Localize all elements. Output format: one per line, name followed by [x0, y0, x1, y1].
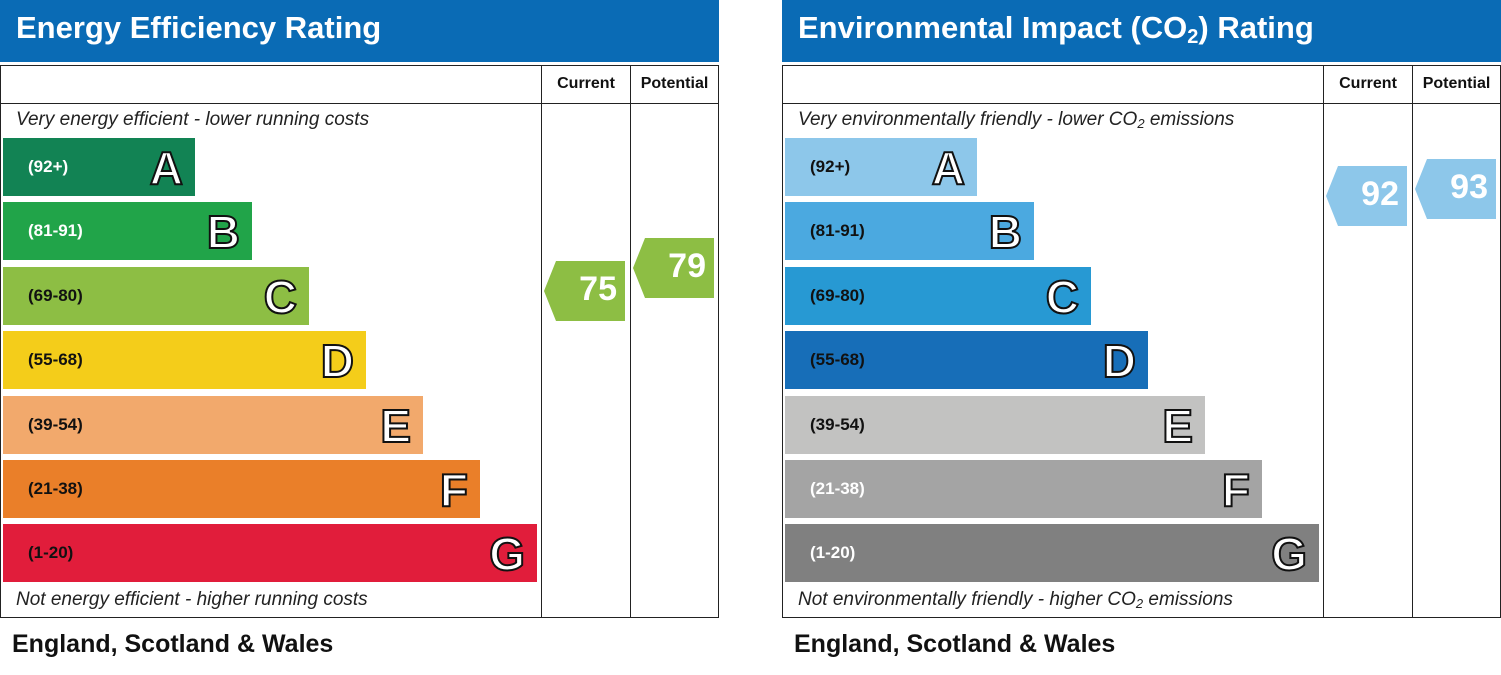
- current-rating-arrow-value: 92: [1361, 175, 1399, 213]
- band-letter: F: [439, 463, 469, 517]
- band-letter: B: [206, 205, 241, 259]
- current-rating-arrow: 75: [544, 260, 625, 321]
- band-letter: A: [931, 141, 966, 195]
- band-letter: D: [320, 334, 355, 388]
- bottom-caption: Not environmentally friendly - higher CO…: [798, 589, 1233, 611]
- band-range-label: (21-38): [810, 479, 865, 498]
- current-rating-arrow-value: 75: [579, 269, 617, 308]
- band-f: (21-38) F: [3, 460, 480, 518]
- band-d: (55-68) D: [785, 331, 1148, 390]
- rating-frame: Current Potential Very energy efficient …: [0, 65, 719, 618]
- potential-rating-arrow-shape: [1415, 159, 1496, 219]
- band-d: (55-68) D: [3, 331, 366, 390]
- current-column-header: Current: [1339, 75, 1397, 92]
- band-b: (81-91) B: [785, 202, 1034, 261]
- band-range-label: (92+): [810, 157, 851, 176]
- header-divider: [1, 103, 718, 104]
- band-range-label: (55-68): [810, 350, 865, 370]
- band-letter: F: [1221, 463, 1251, 517]
- title-bar: Environmental Impact (CO2) Rating: [782, 0, 1501, 62]
- region-label: England, Scotland & Wales: [794, 630, 1116, 658]
- column-divider: [630, 66, 631, 617]
- potential-rating-arrow: 79: [633, 237, 714, 298]
- band-letter: A: [149, 141, 184, 195]
- potential-rating-arrow-shape: [633, 237, 714, 298]
- band-range-label: (39-54): [810, 414, 865, 434]
- column-divider: [1323, 66, 1324, 617]
- header-divider: [783, 103, 1500, 104]
- potential-rating-arrow-value: 93: [1450, 168, 1488, 206]
- region-box: England, Scotland & Wales: [782, 618, 1292, 675]
- current-rating-arrow-polygon: [1326, 166, 1407, 226]
- band-f: (21-38) F: [785, 460, 1262, 518]
- environmental-impact-panel: Environmental Impact (CO2) Rating Curren…: [782, 0, 1501, 675]
- region-box: England, Scotland & Wales: [0, 618, 510, 675]
- column-divider: [541, 66, 542, 617]
- potential-rating-arrow: 93: [1415, 159, 1496, 219]
- band-g: (1-20) G: [785, 524, 1319, 583]
- current-rating-arrow-shape: [544, 260, 625, 321]
- energy-efficiency-panel: Energy Efficiency Rating Current Potenti…: [0, 0, 719, 675]
- top-caption: Very energy efficient - lower running co…: [16, 109, 370, 130]
- band-range-label: (1-20): [810, 543, 856, 563]
- potential-rating-arrow-polygon: [633, 237, 714, 298]
- chart-title: Environmental Impact (CO2) Rating: [798, 10, 1314, 48]
- band-letter: G: [488, 527, 526, 581]
- band-range-label: (92+): [28, 157, 69, 176]
- potential-column-header: Potential: [1422, 75, 1491, 92]
- band-letter: D: [1102, 334, 1137, 388]
- potential-column-header: Potential: [640, 75, 709, 92]
- band-range-label: (55-68): [28, 350, 83, 370]
- current-rating-arrow-shape: [1326, 166, 1407, 226]
- bottom-caption: Not energy efficient - higher running co…: [16, 589, 368, 610]
- band-c: (69-80) C: [3, 266, 309, 325]
- band-range-label: (39-54): [28, 414, 83, 434]
- band-letter: B: [988, 205, 1023, 259]
- band-e: (39-54) E: [785, 395, 1205, 454]
- band-e: (39-54) E: [3, 395, 423, 454]
- band-letter: C: [263, 270, 298, 324]
- band-a: (92+) A: [3, 138, 195, 196]
- band-letter: E: [379, 399, 412, 453]
- top-caption: Very environmentally friendly - lower CO…: [798, 109, 1235, 131]
- title-bar: Energy Efficiency Rating: [0, 0, 719, 62]
- region-label: England, Scotland & Wales: [12, 630, 334, 658]
- band-range-label: (69-80): [28, 285, 83, 305]
- band-range-label: (81-91): [28, 221, 83, 241]
- potential-rating-arrow-polygon: [1415, 159, 1496, 219]
- chart-title: Energy Efficiency Rating: [16, 10, 382, 45]
- band-range-label: (69-80): [810, 285, 865, 305]
- current-rating-arrow: 92: [1326, 166, 1407, 226]
- band-range-label: (81-91): [810, 221, 865, 241]
- rating-frame: Current Potential Very environmentally f…: [782, 65, 1501, 618]
- band-g: (1-20) G: [3, 524, 537, 583]
- band-range-label: (21-38): [28, 479, 83, 498]
- potential-rating-arrow-value: 79: [668, 246, 706, 285]
- band-letter: G: [1270, 527, 1308, 581]
- current-rating-arrow-polygon: [544, 260, 625, 321]
- current-column-header: Current: [557, 75, 615, 92]
- band-c: (69-80) C: [785, 266, 1091, 325]
- column-divider: [1412, 66, 1413, 617]
- band-letter: E: [1161, 399, 1194, 453]
- band-letter: C: [1045, 270, 1080, 324]
- band-a: (92+) A: [785, 138, 977, 196]
- band-range-label: (1-20): [28, 543, 74, 563]
- band-b: (81-91) B: [3, 202, 252, 261]
